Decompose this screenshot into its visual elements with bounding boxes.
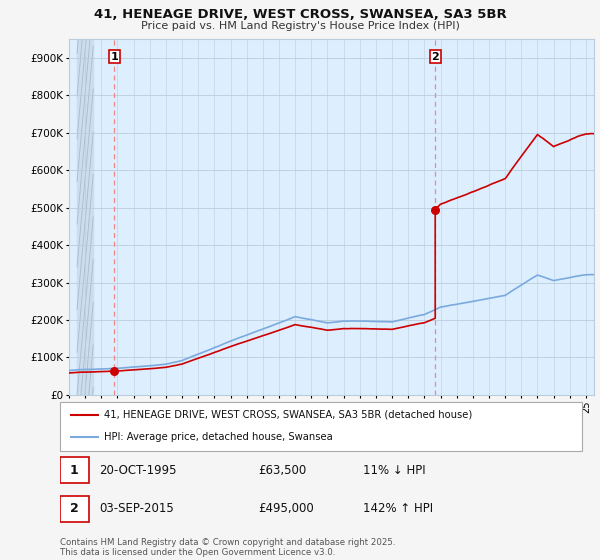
Text: 03-SEP-2015: 03-SEP-2015	[99, 502, 174, 515]
Point	[109, 367, 119, 376]
Text: 20-OCT-1995: 20-OCT-1995	[99, 464, 176, 477]
Text: 1: 1	[110, 52, 118, 62]
Text: HPI: Average price, detached house, Swansea: HPI: Average price, detached house, Swan…	[104, 432, 333, 442]
Text: 11% ↓ HPI: 11% ↓ HPI	[363, 464, 425, 477]
FancyBboxPatch shape	[60, 458, 89, 483]
Text: 142% ↑ HPI: 142% ↑ HPI	[363, 502, 433, 515]
Point	[430, 205, 440, 214]
Text: 2: 2	[431, 52, 439, 62]
Text: £63,500: £63,500	[259, 464, 307, 477]
Text: Contains HM Land Registry data © Crown copyright and database right 2025.
This d: Contains HM Land Registry data © Crown c…	[60, 538, 395, 557]
Text: 2: 2	[70, 502, 79, 515]
Text: 41, HENEAGE DRIVE, WEST CROSS, SWANSEA, SA3 5BR: 41, HENEAGE DRIVE, WEST CROSS, SWANSEA, …	[94, 8, 506, 21]
Text: 1: 1	[70, 464, 79, 477]
Text: 41, HENEAGE DRIVE, WEST CROSS, SWANSEA, SA3 5BR (detached house): 41, HENEAGE DRIVE, WEST CROSS, SWANSEA, …	[104, 410, 473, 420]
FancyBboxPatch shape	[60, 402, 582, 451]
FancyBboxPatch shape	[60, 496, 89, 521]
Text: Price paid vs. HM Land Registry's House Price Index (HPI): Price paid vs. HM Land Registry's House …	[140, 21, 460, 31]
Text: £495,000: £495,000	[259, 502, 314, 515]
